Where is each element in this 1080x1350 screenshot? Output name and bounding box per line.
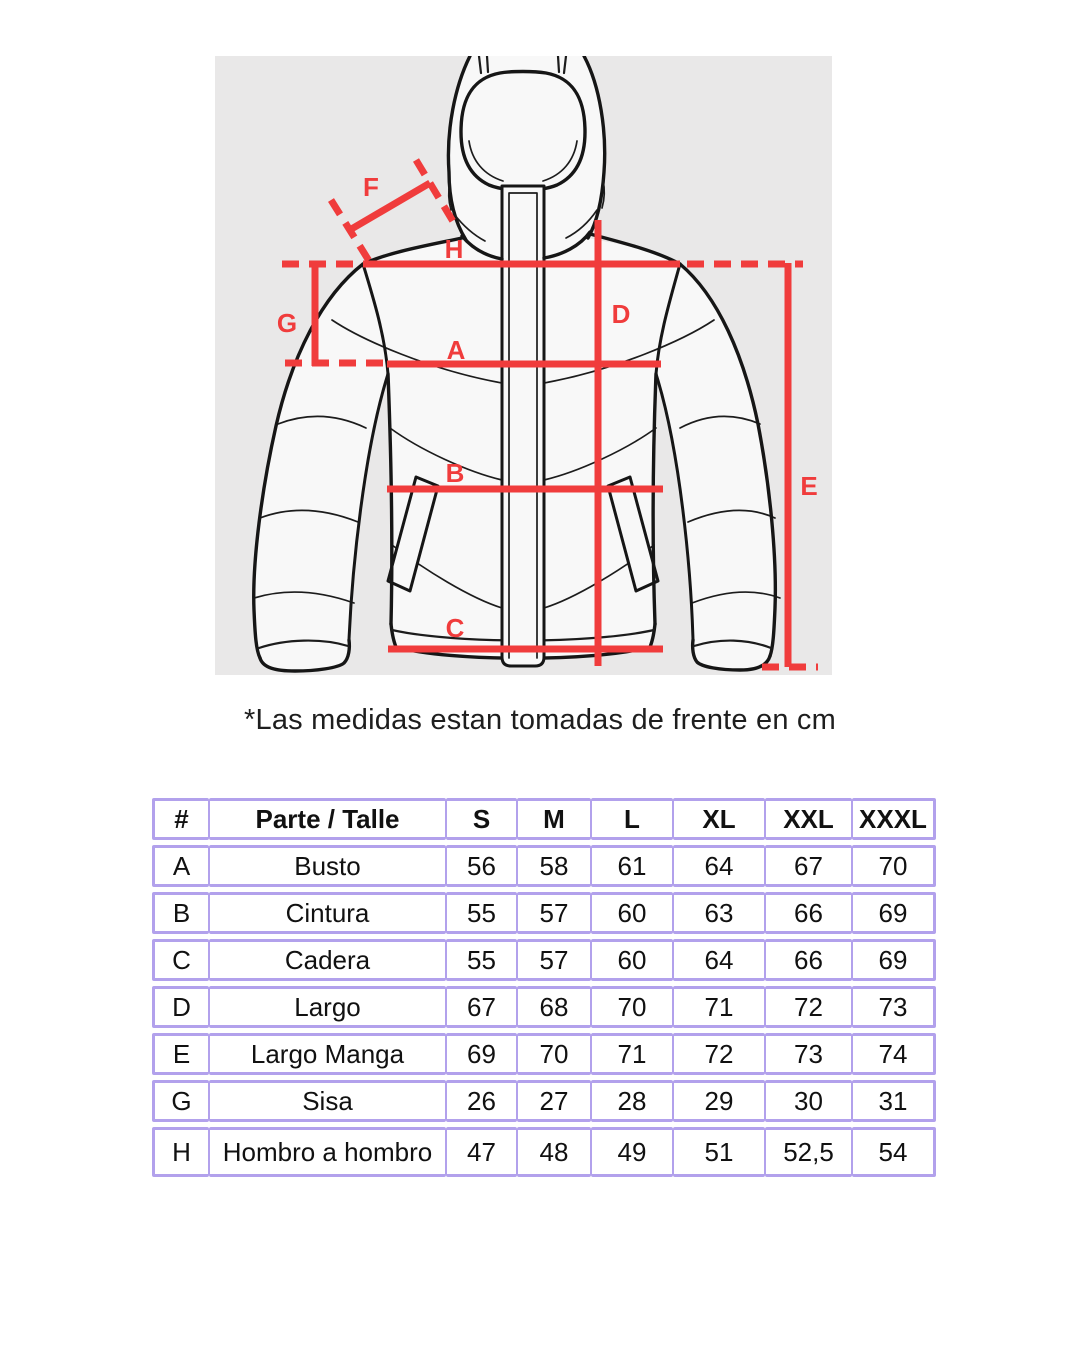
measure-label-C: C	[446, 613, 465, 643]
row-letter: G	[152, 1080, 209, 1122]
size-cell: 71	[591, 1033, 673, 1075]
measure-label-D: D	[612, 299, 631, 329]
size-cell: 73	[765, 1033, 852, 1075]
size-cell: 70	[852, 845, 936, 887]
collar-details	[447, 56, 606, 261]
size-cell: 30	[765, 1080, 852, 1122]
measurement-note: *Las medidas estan tomadas de frente en …	[244, 704, 836, 736]
measure-label-F: F	[363, 172, 379, 202]
size-cell: 48	[517, 1127, 591, 1177]
size-cell: 29	[673, 1080, 765, 1122]
size-cell: 31	[852, 1080, 936, 1122]
right-pocket	[606, 475, 660, 593]
size-cell: 72	[765, 986, 852, 1028]
measure-label-E: E	[800, 471, 817, 501]
row-part-name: Sisa	[209, 1080, 446, 1122]
size-cell: 71	[673, 986, 765, 1028]
puffer-jacket-measurement-diagram: F H G A D B E C	[252, 56, 818, 673]
size-cell: 55	[446, 939, 517, 981]
row-letter: H	[152, 1127, 209, 1177]
header-size-xxl: XXL	[765, 798, 852, 840]
size-cell: 66	[765, 939, 852, 981]
row-part-name: Largo	[209, 986, 446, 1028]
row-letter: A	[152, 845, 209, 887]
size-cell: 57	[517, 939, 591, 981]
size-cell: 54	[852, 1127, 936, 1177]
size-cell: 70	[517, 1033, 591, 1075]
table-row-largo: D Largo 67 68 70 71 72 73	[152, 986, 936, 1028]
table-row-busto: A Busto 56 58 61 64 67 70	[152, 845, 936, 887]
size-cell: 66	[765, 892, 852, 934]
table-row-cintura: B Cintura 55 57 60 63 66 69	[152, 892, 936, 934]
size-cell: 57	[517, 892, 591, 934]
size-cell: 55	[446, 892, 517, 934]
size-cell: 49	[591, 1127, 673, 1177]
size-cell: 72	[673, 1033, 765, 1075]
size-cell: 69	[446, 1033, 517, 1075]
size-cell: 26	[446, 1080, 517, 1122]
measure-line-F	[346, 179, 432, 235]
header-parte-talle: Parte / Talle	[209, 798, 446, 840]
row-letter: D	[152, 986, 209, 1028]
size-cell: 27	[517, 1080, 591, 1122]
pockets	[386, 475, 660, 593]
size-diagram-panel: F H G A D B E C	[215, 56, 832, 675]
size-cell: 74	[852, 1033, 936, 1075]
table-header-row: # Parte / Talle S M L XL XXL XXXL	[152, 798, 936, 840]
size-cell: 68	[517, 986, 591, 1028]
row-part-name: Largo Manga	[209, 1033, 446, 1075]
size-cell: 73	[852, 986, 936, 1028]
size-cell: 67	[446, 986, 517, 1028]
size-table: # Parte / Talle S M L XL XXL XXXL A Bust…	[152, 793, 936, 1182]
measure-label-A: A	[447, 335, 466, 365]
size-cell: 47	[446, 1127, 517, 1177]
left-pocket	[386, 475, 440, 593]
size-cell: 70	[591, 986, 673, 1028]
row-part-name: Cadera	[209, 939, 446, 981]
header-size-xl: XL	[673, 798, 765, 840]
size-cell: 67	[765, 845, 852, 887]
row-part-name: Cintura	[209, 892, 446, 934]
header-size-s: S	[446, 798, 517, 840]
measure-label-B: B	[446, 458, 465, 488]
table-row-hombro-a-hombro: H Hombro a hombro 47 48 49 51 52,5 54	[152, 1127, 936, 1177]
row-part-name: Hombro a hombro	[209, 1127, 446, 1177]
size-cell: 69	[852, 892, 936, 934]
size-cell: 56	[446, 845, 517, 887]
row-part-name: Busto	[209, 845, 446, 887]
row-letter: E	[152, 1033, 209, 1075]
size-cell: 60	[591, 892, 673, 934]
size-cell: 64	[673, 845, 765, 887]
row-letter: C	[152, 939, 209, 981]
table-row-largo-manga: E Largo Manga 69 70 71 72 73 74	[152, 1033, 936, 1075]
size-cell: 69	[852, 939, 936, 981]
measurement-lines	[282, 158, 818, 671]
hood-opening	[459, 69, 587, 192]
size-cell: 64	[673, 939, 765, 981]
size-cell: 51	[673, 1127, 765, 1177]
quilting-seams	[253, 319, 781, 609]
header-size-l: L	[591, 798, 673, 840]
measure-label-G: G	[277, 308, 297, 338]
header-hash: #	[152, 798, 209, 840]
header-size-m: M	[517, 798, 591, 840]
size-cell: 58	[517, 845, 591, 887]
table-row-sisa: G Sisa 26 27 28 29 30 31	[152, 1080, 936, 1122]
size-cell: 61	[591, 845, 673, 887]
measure-label-H: H	[445, 234, 464, 264]
row-letter: B	[152, 892, 209, 934]
size-cell: 63	[673, 892, 765, 934]
size-cell: 52,5	[765, 1127, 852, 1177]
zipper-placket	[500, 184, 546, 668]
header-size-xxxl: XXXL	[852, 798, 936, 840]
size-cell: 28	[591, 1080, 673, 1122]
table-row-cadera: C Cadera 55 57 60 64 66 69	[152, 939, 936, 981]
measure-line-F-ext-right	[413, 158, 457, 225]
measurement-labels: F H G A D B E C	[277, 172, 818, 643]
size-cell: 60	[591, 939, 673, 981]
